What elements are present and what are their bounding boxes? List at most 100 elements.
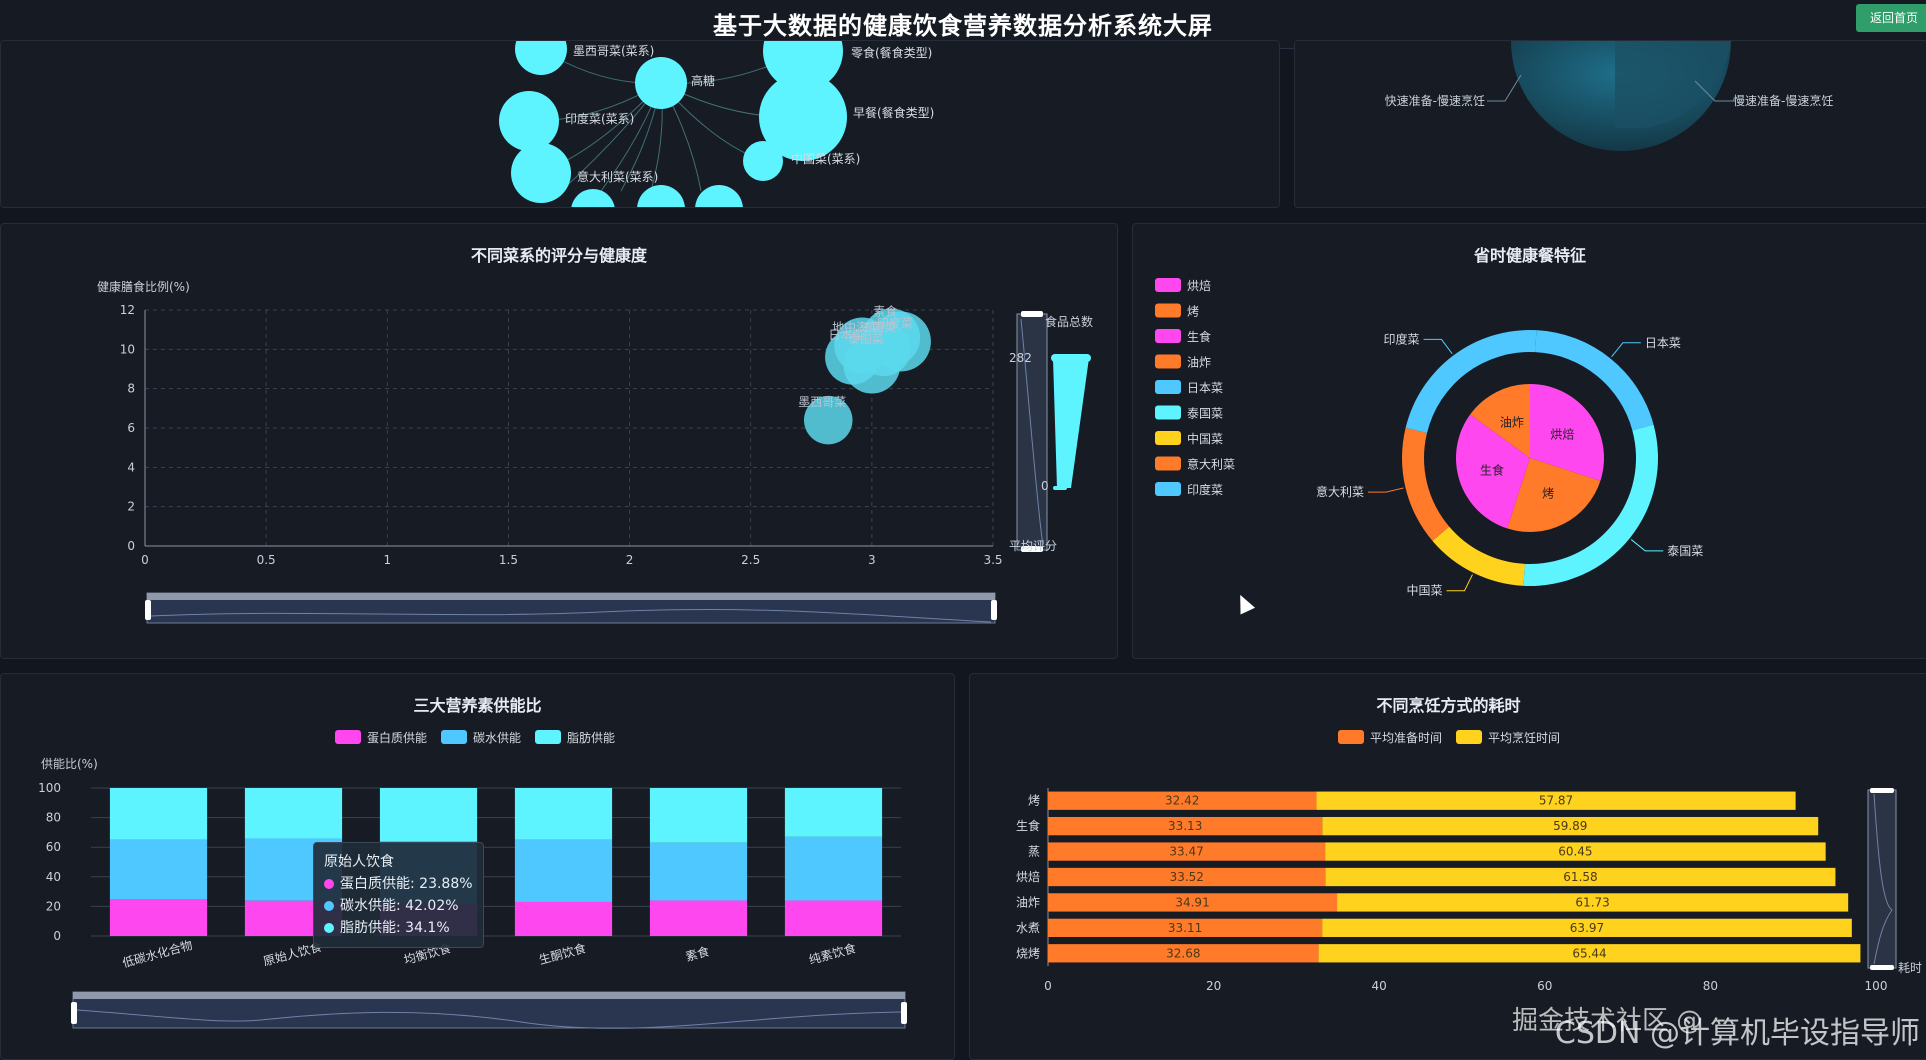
bar-segment[interactable] — [514, 901, 613, 936]
bar-segment[interactable] — [649, 900, 748, 936]
outer-ring-label: 中国菜 — [1406, 583, 1442, 598]
legend-label[interactable]: 碳水供能 — [473, 731, 521, 745]
bar-segment[interactable] — [1322, 816, 1819, 836]
network-node[interactable] — [695, 185, 743, 207]
scatter-point-label: 日本菜 — [828, 328, 864, 342]
datazoom-handle-right[interactable] — [991, 600, 997, 620]
legend-label[interactable]: 脂肪供能 — [567, 730, 615, 745]
bar-segment[interactable] — [1337, 893, 1849, 912]
legend-label[interactable]: 印度菜 — [1187, 482, 1223, 497]
legend-swatch[interactable] — [1155, 431, 1181, 445]
outer-ring-slice[interactable] — [1432, 526, 1525, 586]
bar-segment[interactable] — [1322, 918, 1852, 938]
legend-swatch[interactable] — [1155, 303, 1181, 318]
bar-segment[interactable] — [514, 788, 613, 840]
legend-label[interactable]: 烘焙 — [1187, 278, 1211, 293]
bar-segment[interactable] — [1048, 842, 1326, 861]
legend-swatch[interactable] — [1155, 278, 1181, 292]
datazoom-handle-left[interactable] — [71, 1002, 77, 1024]
scatter-point[interactable] — [803, 395, 853, 445]
network-node[interactable] — [635, 57, 687, 109]
network-node[interactable] — [743, 141, 783, 181]
inner-pie-slice[interactable] — [1530, 384, 1604, 481]
bar-segment[interactable] — [649, 788, 748, 843]
legend-label[interactable]: 平均烹饪时间 — [1488, 730, 1560, 745]
bar-segment[interactable] — [784, 900, 883, 936]
scatter-point[interactable] — [870, 311, 931, 372]
legend-swatch[interactable] — [535, 730, 561, 744]
bar-segment[interactable] — [1316, 791, 1796, 810]
bar-segment[interactable] — [109, 788, 208, 840]
network-node[interactable] — [499, 91, 559, 151]
network-node[interactable] — [637, 185, 685, 207]
visual-map-bar-bottom[interactable] — [1053, 486, 1067, 490]
y-tick-label: 2 — [127, 500, 135, 514]
nutrition-datazoom-curve — [76, 1009, 902, 1029]
legend-swatch[interactable] — [1155, 329, 1181, 343]
bar-value-label: 61.73 — [1575, 895, 1609, 909]
legend-swatch[interactable] — [335, 730, 361, 744]
bar-segment[interactable] — [1325, 842, 1826, 861]
legend-label[interactable]: 泰国菜 — [1187, 407, 1223, 421]
bar-segment[interactable] — [379, 788, 478, 842]
datazoom-handle-right[interactable] — [901, 1002, 907, 1024]
legend-swatch[interactable] — [1155, 405, 1181, 420]
visual-map-bar[interactable] — [1053, 358, 1089, 488]
x-tick-label: 2.5 — [741, 553, 760, 567]
bar-segment[interactable] — [514, 839, 613, 902]
network-node[interactable] — [515, 41, 567, 75]
bar-segment[interactable] — [649, 842, 748, 901]
bar-segment[interactable] — [109, 839, 208, 899]
inner-pie-slice[interactable] — [1470, 384, 1530, 458]
bar-segment[interactable] — [1048, 816, 1323, 836]
legend-label[interactable]: 蛋白质供能 — [367, 730, 427, 745]
legend-swatch[interactable] — [1155, 482, 1181, 496]
legend-label[interactable]: 油炸 — [1187, 356, 1211, 370]
x-tick-label: 3 — [868, 553, 876, 567]
outer-ring-slice[interactable] — [1523, 424, 1658, 586]
datazoom-handle-bottom[interactable] — [1870, 965, 1894, 970]
inner-pie-slice[interactable] — [1456, 414, 1530, 529]
legend-label[interactable]: 烤 — [1187, 304, 1199, 319]
pie-slice[interactable] — [1615, 41, 1731, 129]
datazoom-handle-top[interactable] — [1870, 788, 1894, 793]
legend-label[interactable]: 平均准备时间 — [1370, 731, 1442, 745]
bar-segment[interactable] — [109, 899, 208, 936]
bar-segment[interactable] — [1325, 867, 1836, 887]
home-button[interactable]: 返回首页 — [1856, 4, 1926, 32]
legend-swatch[interactable] — [1155, 456, 1181, 471]
outer-ring-slice[interactable] — [1405, 330, 1537, 433]
legend-swatch[interactable] — [441, 730, 467, 744]
legend-swatch[interactable] — [1338, 730, 1364, 744]
bar-segment[interactable] — [784, 788, 883, 837]
legend-label[interactable]: 日本菜 — [1187, 381, 1223, 395]
visual-map-bar-top[interactable] — [1051, 354, 1091, 362]
bar-segment[interactable] — [244, 788, 343, 839]
legend-swatch[interactable] — [1155, 380, 1181, 394]
legend-label[interactable]: 中国菜 — [1187, 431, 1223, 446]
visual-map-handle-top[interactable] — [1021, 311, 1043, 317]
visual-map-handle-bottom[interactable] — [1021, 546, 1043, 552]
network-node[interactable] — [511, 143, 571, 203]
visual-map-track[interactable] — [1016, 313, 1048, 551]
bar-segment[interactable] — [1048, 893, 1338, 912]
nutrition-datazoom-bar[interactable] — [73, 992, 905, 999]
network-node[interactable] — [571, 189, 615, 207]
network-node[interactable] — [759, 73, 847, 161]
legend-swatch[interactable] — [1456, 730, 1482, 744]
legend-label[interactable]: 意大利菜 — [1187, 457, 1235, 472]
datazoom-handle-left[interactable] — [145, 600, 151, 620]
bar-segment[interactable] — [1048, 867, 1326, 887]
inner-pie-slice[interactable] — [1507, 458, 1601, 532]
bar-segment[interactable] — [1048, 944, 1319, 963]
legend-swatch[interactable] — [1155, 354, 1181, 369]
outer-ring-slice[interactable] — [1402, 427, 1450, 541]
bar-segment[interactable] — [784, 836, 883, 901]
x-tick-label: 20 — [1206, 979, 1221, 993]
bar-segment[interactable] — [1048, 791, 1317, 810]
legend-label[interactable]: 生食 — [1187, 329, 1211, 344]
bar-segment[interactable] — [1048, 918, 1323, 938]
bar-segment[interactable] — [1318, 944, 1861, 963]
scatter-datazoom-bar[interactable] — [147, 593, 995, 600]
outer-ring-slice[interactable] — [1535, 330, 1654, 431]
